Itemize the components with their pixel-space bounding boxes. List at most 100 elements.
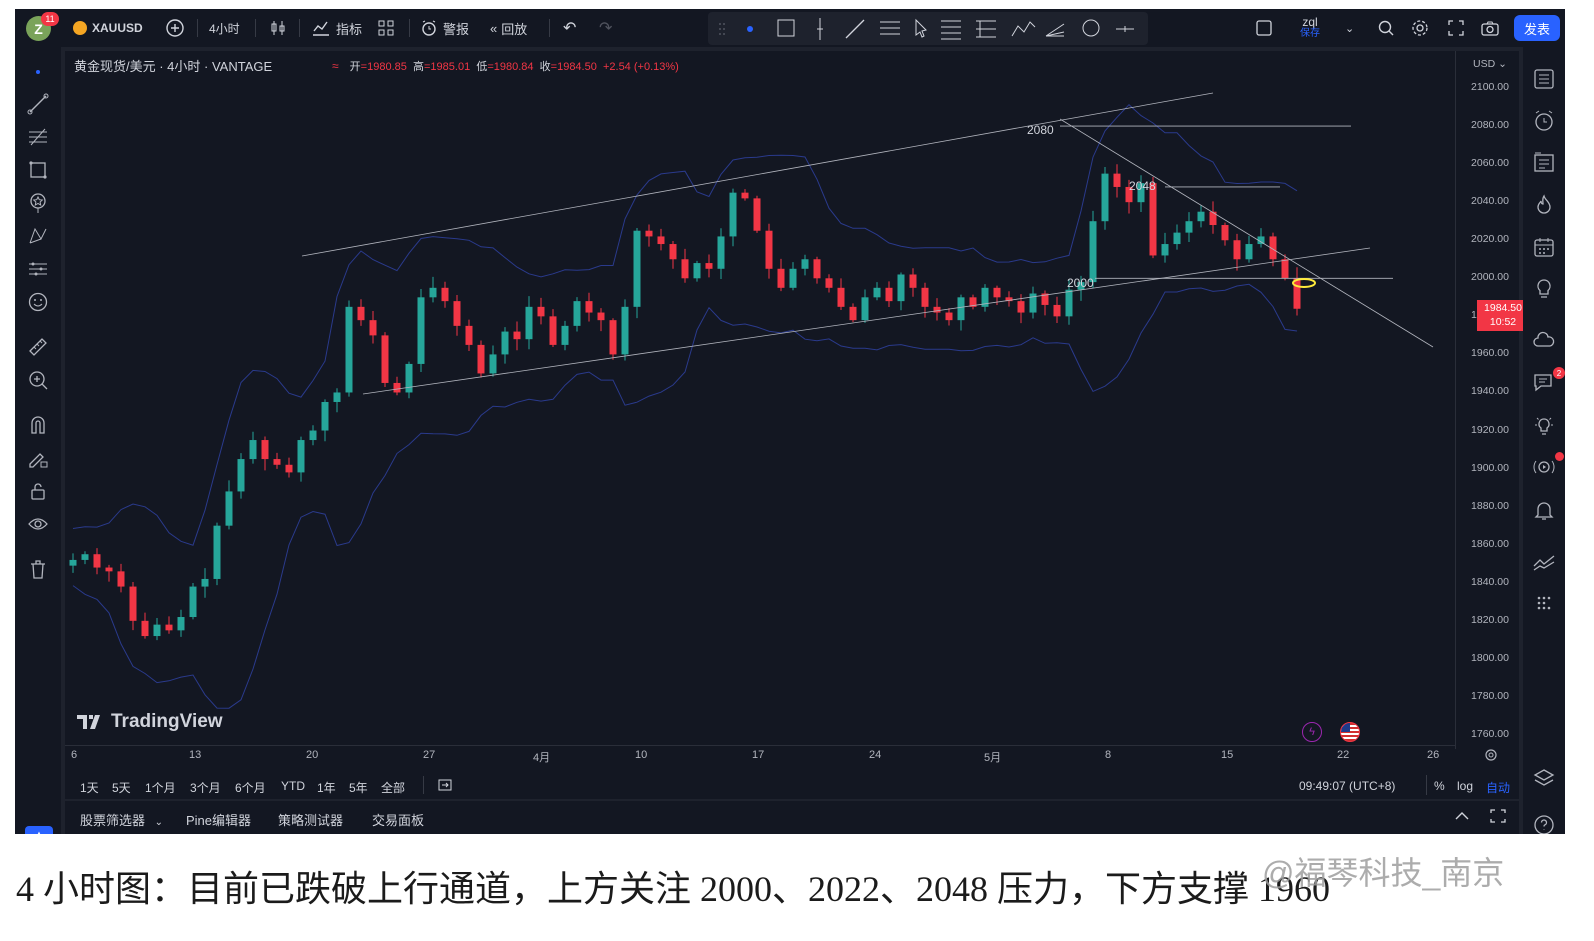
interval-button[interactable]: 4小时 <box>209 9 240 47</box>
notifications-button[interactable] <box>1532 498 1556 522</box>
chats-button[interactable] <box>1532 370 1556 394</box>
fib-retracement-tool[interactable] <box>27 126 49 148</box>
calendar-button[interactable] <box>1532 235 1556 259</box>
tab-stock-screener[interactable]: 股票筛选器 ⌄ <box>80 810 163 829</box>
color-dot-icon[interactable] <box>747 26 753 32</box>
trend-line-tool-icon[interactable] <box>845 19 865 39</box>
cursor-icon[interactable] <box>915 18 927 38</box>
currency-selector[interactable]: USD ⌄ <box>1473 58 1507 70</box>
range-all[interactable]: 全部 <box>381 781 406 795</box>
compare-add-symbol-button[interactable] <box>165 9 185 47</box>
rectangle-tool[interactable] <box>27 159 49 181</box>
publish-button[interactable]: 发表 <box>1514 15 1560 41</box>
clock-timezone[interactable]: 09:49:07 (UTC+8) <box>1299 779 1396 793</box>
range-ytd[interactable]: YTD <box>281 779 305 793</box>
collapse-panel-button[interactable] <box>1453 808 1471 827</box>
stay-in-drawing-mode-tool[interactable] <box>27 447 49 469</box>
layout-menu-button[interactable]: ⌄ <box>1345 9 1354 47</box>
search-button[interactable] <box>1377 9 1395 47</box>
help-button[interactable] <box>1532 813 1556 834</box>
camera-icon <box>1481 21 1499 36</box>
us-flag-event-icon[interactable] <box>1340 722 1360 742</box>
auto-scale-toggle[interactable]: 自动 <box>1486 781 1511 795</box>
time-axis[interactable] <box>65 745 1455 768</box>
annotation-2048[interactable]: 2048 <box>1129 179 1156 193</box>
time-axis-settings-button[interactable] <box>1483 747 1499 763</box>
snapshot-button[interactable] <box>1480 9 1500 47</box>
layers-button[interactable] <box>1532 767 1556 791</box>
range-1d[interactable]: 1天 <box>80 781 99 795</box>
range-1y[interactable]: 1年 <box>317 781 336 795</box>
annotation-tool[interactable] <box>27 192 49 214</box>
more-tools-icon[interactable] <box>1116 26 1134 32</box>
goto-date-button[interactable] <box>437 777 453 796</box>
ideas-button[interactable] <box>1532 277 1556 301</box>
data-window-button[interactable] <box>1532 150 1556 174</box>
zoom-in-tool[interactable] <box>27 369 49 391</box>
watchlist-button[interactable] <box>1532 67 1556 91</box>
magnet-tool[interactable] <box>27 414 49 436</box>
drag-handle-icon[interactable] <box>719 23 725 35</box>
chart-pane[interactable]: 黄金现货/美元 · 4小时 · VANTAGE ≈ 开=1980.85 高=19… <box>65 51 1529 799</box>
dom-button[interactable] <box>1532 592 1556 616</box>
symbol-search-button[interactable]: XAUUSD <box>73 9 143 47</box>
alerts-panel-button[interactable] <box>1532 109 1556 133</box>
remove-drawings-tool[interactable] <box>27 558 49 580</box>
layout-name-button[interactable]: zql 保存 <box>1300 9 1320 47</box>
icons-tool[interactable] <box>27 291 49 313</box>
replay-button[interactable]: « 回放 <box>490 9 527 47</box>
pitchfork-tool-icon[interactable] <box>1045 23 1065 37</box>
fib-tool-icon[interactable] <box>941 20 961 40</box>
candle-body <box>105 567 113 572</box>
annotation-2000[interactable]: 2000 <box>1067 276 1094 290</box>
indicators-button[interactable]: 指标 <box>311 9 362 47</box>
maximize-panel-button[interactable] <box>1489 808 1507 827</box>
chart-type-button[interactable] <box>269 9 287 47</box>
range-5y[interactable]: 5年 <box>349 781 368 795</box>
hide-drawings-tool[interactable] <box>27 513 49 535</box>
candle-body <box>549 316 557 345</box>
prediction-tool[interactable] <box>27 258 49 280</box>
range-3m[interactable]: 3个月 <box>190 781 221 795</box>
favorite-tools-icon[interactable] <box>1082 19 1100 37</box>
annotation-2080[interactable]: 2080 <box>1027 123 1054 137</box>
vertical-line-tool-icon[interactable] <box>817 18 823 40</box>
gann-tool-icon[interactable] <box>976 20 996 38</box>
candle-body <box>789 268 797 288</box>
alerts-button[interactable]: 警报 <box>420 9 469 47</box>
watchlist-favorites-button[interactable] <box>25 826 53 834</box>
trend-line-tool[interactable] <box>27 93 49 115</box>
crosshair-tool[interactable] <box>27 61 49 83</box>
tab-pine-editor[interactable]: Pine编辑器 <box>186 810 251 829</box>
range-6m[interactable]: 6个月 <box>235 781 266 795</box>
community-button[interactable] <box>1532 329 1556 353</box>
candle-body <box>309 430 317 441</box>
rectangle-tool-icon[interactable] <box>777 19 795 37</box>
lightning-event-icon[interactable]: ϟ <box>1302 722 1322 742</box>
layout-select-button[interactable] <box>1255 9 1273 47</box>
streams-button[interactable] <box>1532 455 1556 479</box>
tab-strategy-tester[interactable]: 策略测试器 <box>278 810 343 829</box>
pattern-tool[interactable] <box>27 225 49 247</box>
settings-button[interactable] <box>1411 9 1429 47</box>
percent-scale-toggle[interactable]: % <box>1434 779 1445 793</box>
hotlists-button[interactable] <box>1532 193 1556 217</box>
tab-trading-panel[interactable]: 交易面板 <box>372 810 424 829</box>
templates-button[interactable] <box>377 9 395 47</box>
log-scale-toggle[interactable]: log <box>1457 779 1474 793</box>
redo-button[interactable]: ↷ <box>599 9 612 47</box>
wave-tool-icon[interactable] <box>1011 21 1036 37</box>
tips-button[interactable] <box>1532 413 1556 437</box>
range-1m[interactable]: 1个月 <box>145 781 176 795</box>
undo-button[interactable]: ↶ <box>563 9 576 47</box>
price-chart-svg[interactable] <box>65 51 1519 799</box>
lock-drawings-tool[interactable] <box>27 480 49 502</box>
range-5d[interactable]: 5天 <box>112 781 131 795</box>
candle-body <box>153 624 161 637</box>
date-tick-label: 24 <box>869 749 882 761</box>
price-axis[interactable]: USD ⌄ 2100.00 2080.00 2060.00 2040.00 2020.0… <box>1455 51 1520 749</box>
fullscreen-button[interactable] <box>1447 9 1465 47</box>
horizontal-lines-tool-icon[interactable] <box>880 21 900 35</box>
trading-panel-button[interactable] <box>1532 550 1556 574</box>
measure-tool[interactable] <box>27 336 49 358</box>
